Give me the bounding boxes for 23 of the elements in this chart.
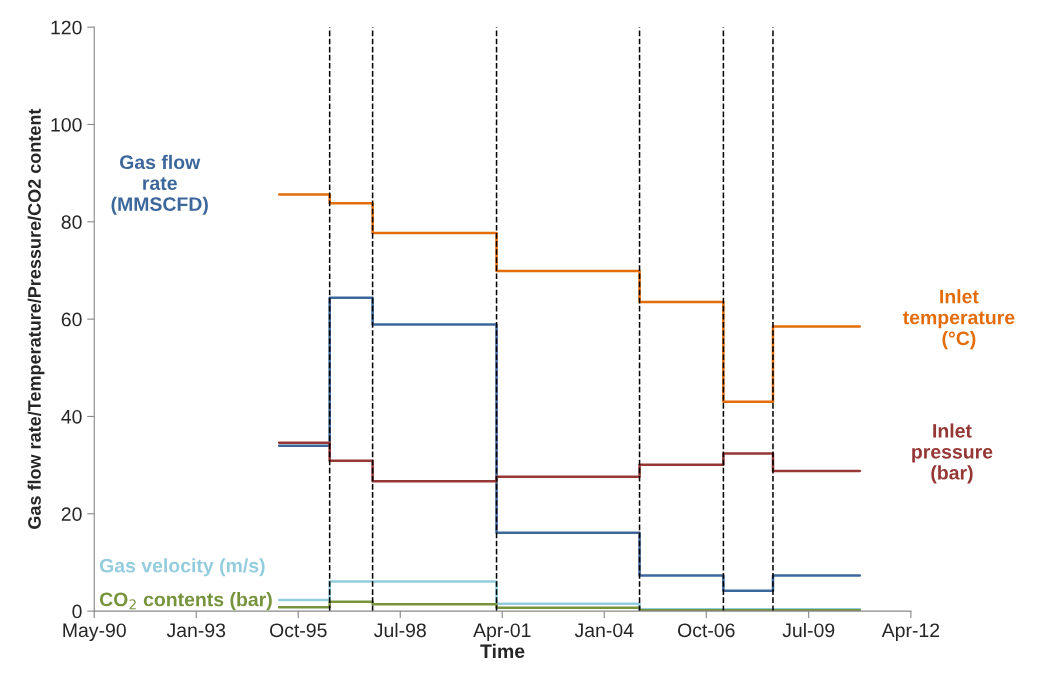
x-tick-label: Jan-93 — [166, 623, 226, 638]
y-tick-label: 60 — [61, 312, 82, 327]
series-label: CO$_{2}$ contents (bar) — [99, 592, 272, 611]
x-tick-label: May-90 — [63, 623, 126, 642]
y-axis-title: Gas flow rate/Temperature/Pressure/CO2 content — [27, 108, 45, 529]
y-tick-label: 20 — [61, 507, 82, 522]
x-tick-label: Oct-95 — [269, 623, 327, 638]
text: Gas flow rate (MMSCFD) — [111, 154, 208, 215]
text: Inlet pressure (bar) — [912, 423, 993, 484]
x-tick-label: Apr-01 — [473, 623, 531, 642]
x-tick-label: Oct-06 — [678, 623, 735, 638]
y-tick-label: 100 — [51, 117, 82, 132]
series-label: Gas velocity (m/s) — [99, 558, 265, 577]
y-tick-label: 120 — [51, 20, 82, 35]
x-tick-label: Jul-09 — [782, 622, 835, 638]
x-tick-label: Jul-98 — [374, 622, 426, 638]
x-tick-label: Apr-12 — [881, 623, 940, 642]
y-tick-label: 80 — [61, 215, 82, 230]
y-tick-label: 0 — [72, 604, 82, 619]
text: Inlet temperature (°C) — [902, 289, 1015, 350]
y-tick-label: 40 — [61, 409, 82, 424]
x-axis-title: Time — [480, 643, 525, 659]
x-tick-label: Jan-04 — [574, 623, 634, 638]
